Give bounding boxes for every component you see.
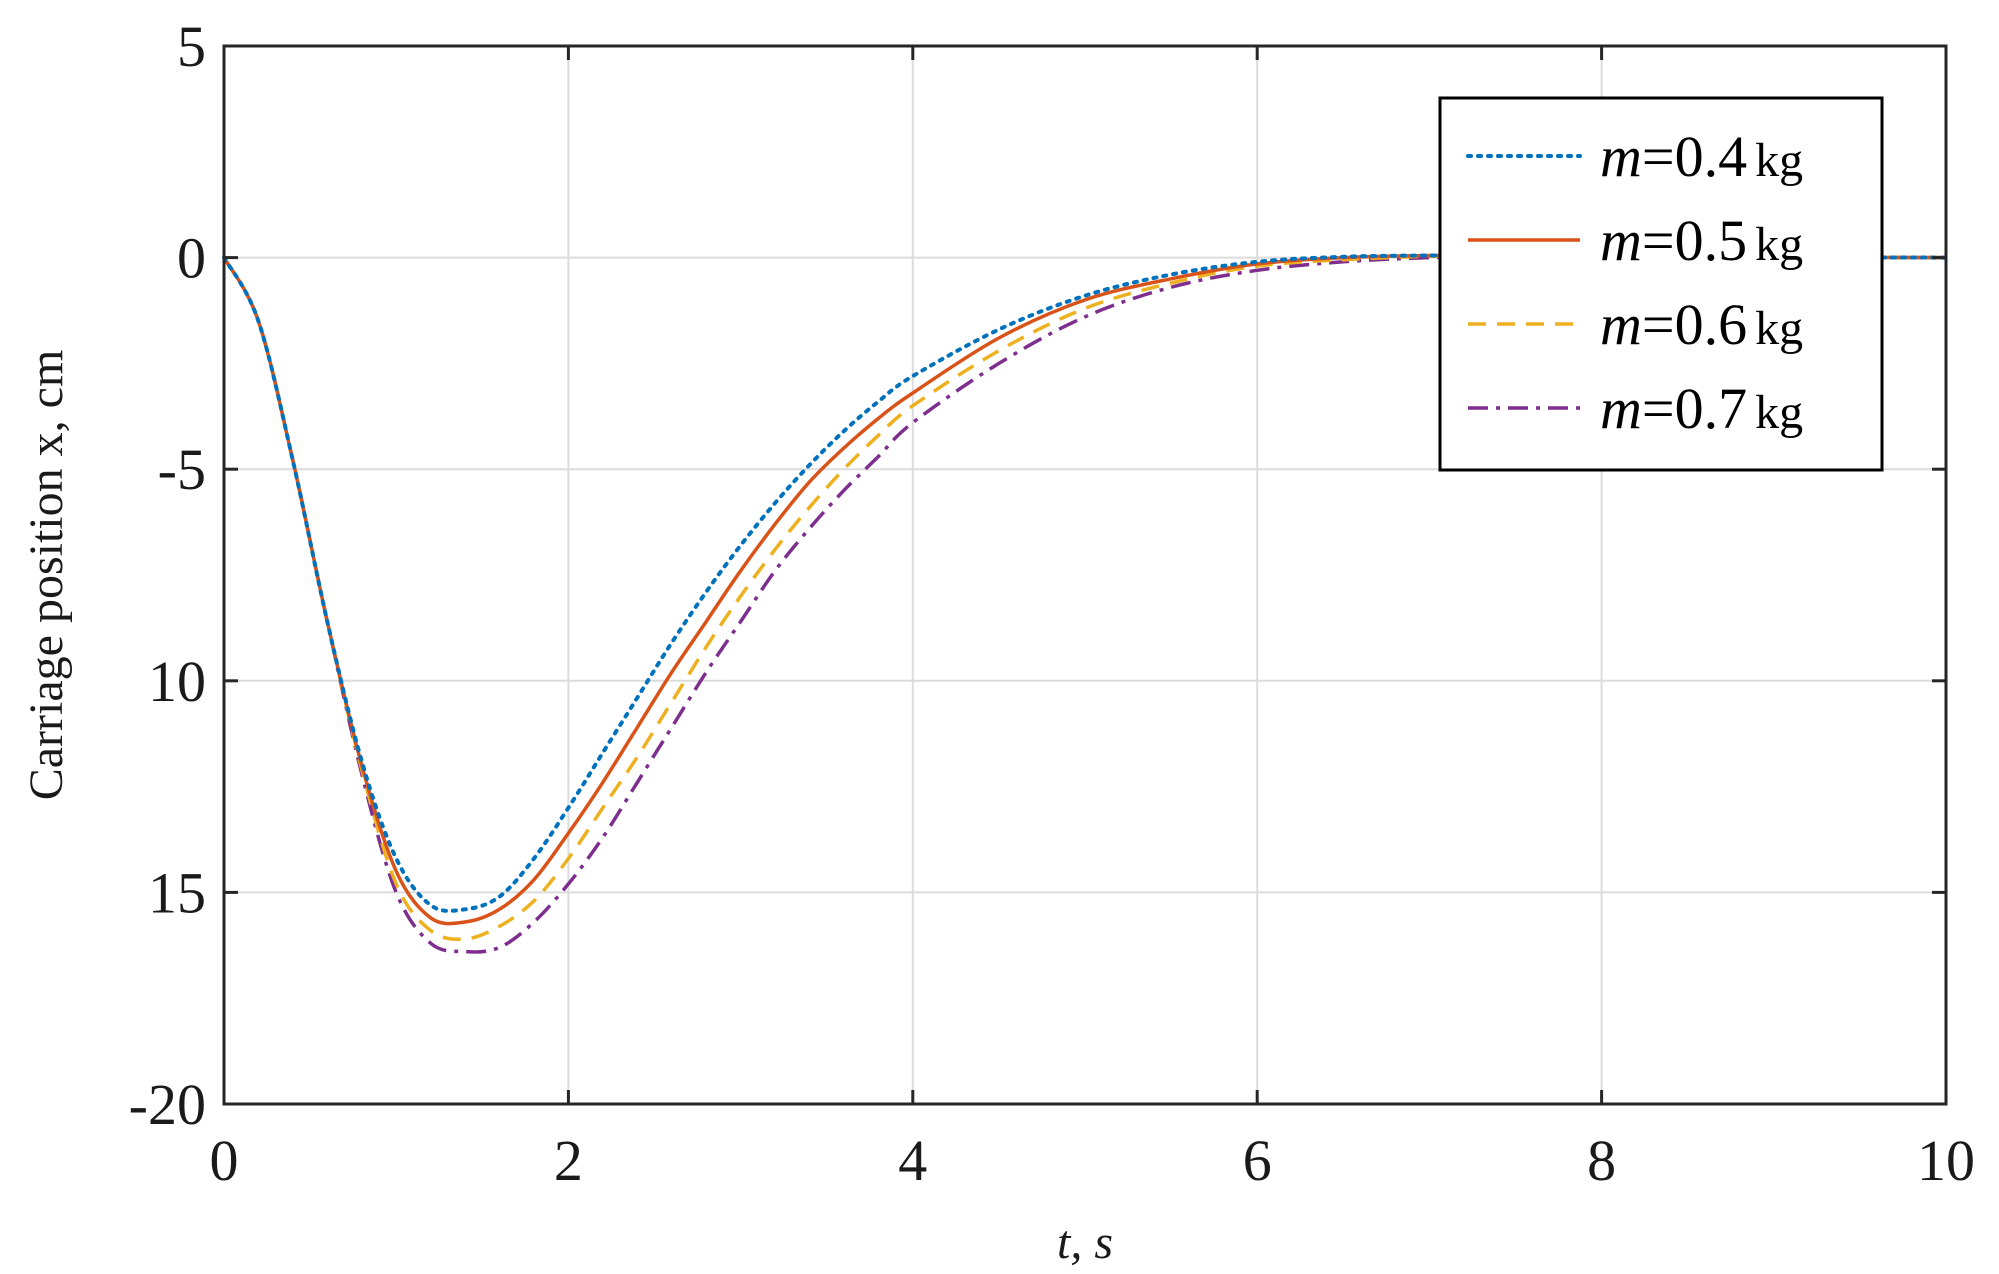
legend-label: m=0.7 kg <box>1600 376 1803 441</box>
legend: m=0.4 kg m=0.5 kg m=0.6 kg m=0.7 kg <box>1438 96 1884 472</box>
series-line-1 <box>222 253 1948 913</box>
y-tick-label: 15 <box>148 860 206 925</box>
y-tick-label: 10 <box>148 649 206 714</box>
legend-item: m=0.6 kg <box>1468 292 1803 357</box>
x-tick-label: 4 <box>898 1128 927 1193</box>
y-tick-label: 0 <box>177 226 206 291</box>
x-tick-label: 2 <box>554 1128 583 1193</box>
legend-label: m=0.6 kg <box>1600 292 1803 357</box>
y-axis-label: Carriage position x, cm <box>20 350 73 801</box>
legend-item: m=0.4 kg <box>1466 124 1803 189</box>
legend-item: m=0.7 kg <box>1468 376 1803 441</box>
legend-label: m=0.5 kg <box>1600 208 1803 273</box>
x-tick-label: 0 <box>210 1128 239 1193</box>
x-tick-label: 6 <box>1243 1128 1272 1193</box>
series-lines <box>222 253 1948 954</box>
y-tick-label: -5 <box>158 437 206 502</box>
y-tick-label: 5 <box>177 14 206 79</box>
legend-label: m=0.4 kg <box>1600 124 1803 189</box>
axis-ticks: 0 2 4 6 8 10 5 0 -5 10 15 -20 <box>129 14 1975 1193</box>
x-axis-label: t, s <box>1057 1216 1113 1269</box>
x-tick-label: 10 <box>1917 1128 1975 1193</box>
x-tick-label: 8 <box>1587 1128 1616 1193</box>
y-tick-label: -20 <box>129 1072 206 1137</box>
plot-frame <box>222 44 1948 1106</box>
legend-item: m=0.5 kg <box>1468 208 1803 273</box>
